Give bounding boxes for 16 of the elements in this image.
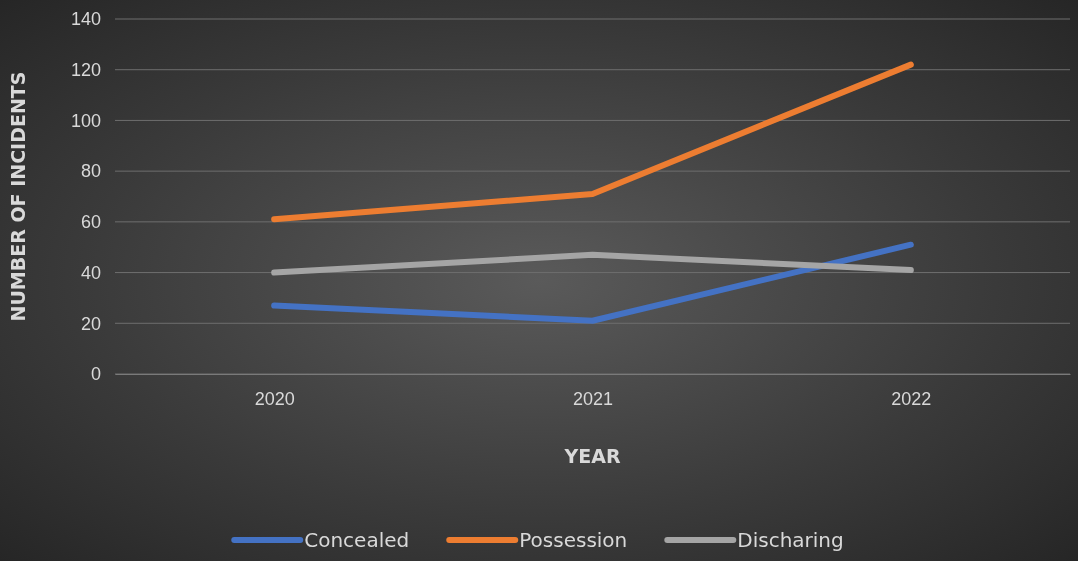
x-axis-title: YEAR xyxy=(563,445,621,467)
x-tick-label: 2022 xyxy=(891,389,932,409)
x-tick-label: 2021 xyxy=(572,389,614,409)
legend-label: Possession xyxy=(519,528,628,552)
y-tick-label: 0 xyxy=(90,364,101,385)
y-tick-label: 100 xyxy=(70,110,101,131)
x-tick-label: 2020 xyxy=(254,389,295,409)
y-tick-label: 80 xyxy=(80,161,101,182)
y-tick-label: 40 xyxy=(80,262,101,283)
y-tick-label: 120 xyxy=(70,59,101,80)
y-tick-label: 20 xyxy=(80,313,101,334)
y-axis-title: NUMBER OF INCIDENTS xyxy=(7,71,29,322)
y-tick-label: 140 xyxy=(70,9,101,30)
y-tick-label: 60 xyxy=(80,212,101,233)
legend-label: Concealed xyxy=(304,528,410,552)
legend-label: Discharing xyxy=(737,528,844,552)
